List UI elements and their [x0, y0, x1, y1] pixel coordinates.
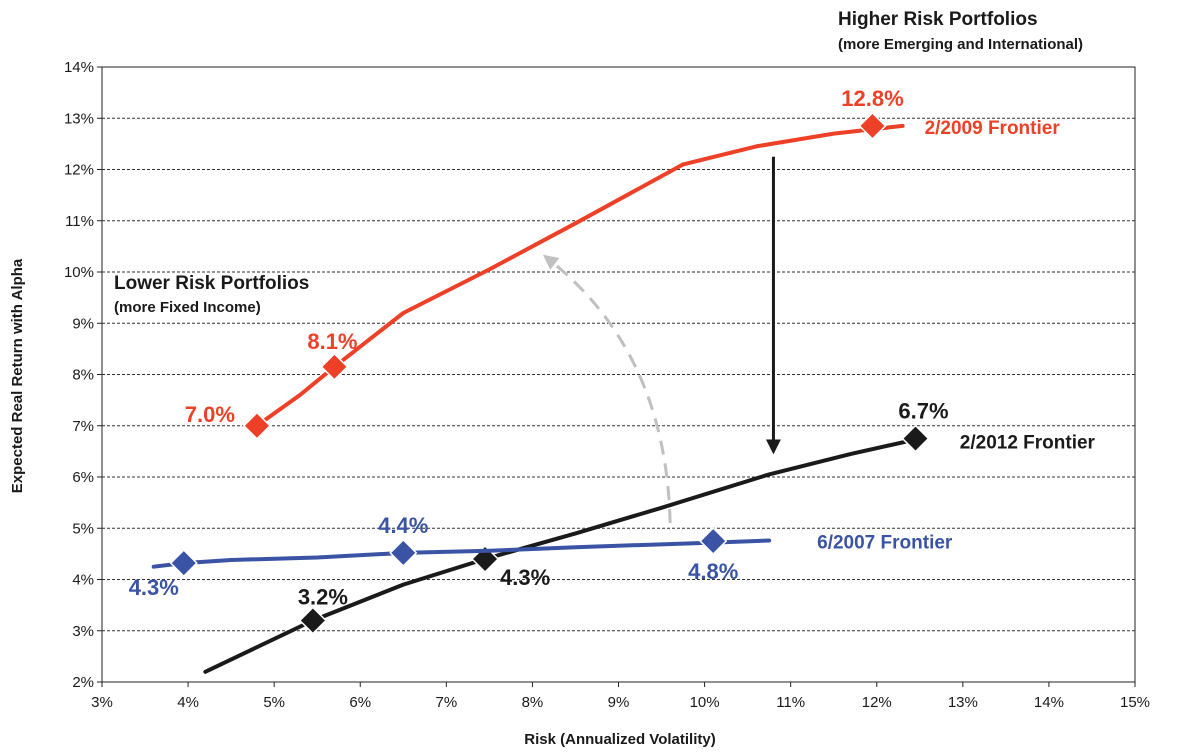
higher-risk-title: Higher Risk Portfolios — [838, 9, 1038, 30]
x-tick-label: 7% — [435, 694, 457, 711]
y-tick-label: 8% — [72, 367, 94, 384]
series-line — [151, 538, 772, 569]
y-tick-label: 5% — [72, 520, 94, 537]
y-axis-title: Expected Real Return with Alpha — [9, 258, 26, 493]
x-tick-label: 10% — [690, 694, 720, 711]
higher-risk-subtitle: (more Emerging and International) — [838, 36, 1083, 53]
y-tick-label: 6% — [72, 469, 94, 486]
series-line — [254, 123, 905, 428]
data-point-label: 4.4% — [378, 513, 428, 538]
y-tick-label: 2% — [72, 674, 94, 691]
x-tick-label: 11% — [776, 694, 805, 711]
x-tick-label: 15% — [1120, 694, 1150, 711]
x-axis-title: Risk (Annualized Volatility) — [524, 731, 715, 748]
series-group: 7.0% 8.1% 12.8% 2/2009 Frontier 3.2% 4.3% 6.7%… — [129, 86, 1096, 674]
series-name-label: 2/2012 Frontier — [960, 433, 1096, 454]
data-point-label: 8.1% — [307, 329, 357, 354]
dashed-shift-arrow — [542, 254, 672, 524]
data-point-label: 4.8% — [688, 559, 738, 584]
x-tick-label: 3% — [91, 694, 113, 711]
y-tick-label: 7% — [72, 418, 94, 435]
data-point-label: 4.3% — [500, 565, 550, 590]
x-tick-label: 14% — [1034, 694, 1064, 711]
series-line — [203, 436, 922, 674]
lower-risk-title: Lower Risk Portfolios — [114, 273, 309, 294]
frontier-2009: 7.0% 8.1% 12.8% 2/2009 Frontier — [185, 86, 1061, 440]
data-point-marker — [389, 538, 418, 567]
data-point-label: 6.7% — [898, 399, 948, 424]
x-tick-label: 6% — [349, 694, 371, 711]
x-axis-ticks: 3% 4% 5% 6% 7% 8% 9% 10% 11% 12% 13% 14% 15% — [91, 682, 1150, 711]
series-name-label: 2/2009 Frontier — [925, 118, 1061, 139]
x-tick-label: 9% — [608, 694, 630, 711]
y-tick-label: 11% — [65, 213, 94, 230]
y-axis-ticks: 2% 3% 4% 5% 6% 7% 8% 9% 10% 11% 12% 13% 14% — [64, 59, 102, 691]
data-point-marker — [858, 111, 887, 140]
x-tick-label: 13% — [948, 694, 978, 711]
y-tick-label: 12% — [64, 162, 94, 179]
data-point-marker — [242, 411, 272, 440]
arrows — [542, 156, 781, 524]
data-point-label: 12.8% — [841, 86, 903, 111]
x-tick-label: 12% — [862, 694, 892, 711]
data-point-label: 7.0% — [185, 402, 235, 427]
data-point-marker — [901, 424, 930, 453]
series-name-label: 6/2007 Frontier — [817, 533, 953, 554]
y-tick-label: 4% — [72, 572, 94, 589]
y-tick-label: 13% — [64, 110, 94, 127]
lower-risk-subtitle: (more Fixed Income) — [114, 299, 261, 316]
data-point-label: 4.3% — [129, 575, 179, 600]
x-tick-label: 4% — [177, 694, 199, 711]
data-point-marker — [699, 527, 728, 556]
y-tick-label: 14% — [64, 59, 94, 76]
grid-lines — [102, 117, 1135, 632]
data-point-marker — [298, 606, 327, 635]
y-tick-label: 3% — [72, 623, 94, 640]
x-tick-label: 8% — [522, 694, 544, 711]
data-point-marker — [320, 352, 349, 381]
data-point-marker — [169, 549, 198, 578]
y-tick-label: 10% — [64, 264, 94, 281]
data-point-label: 3.2% — [298, 585, 348, 610]
frontier-2007: 4.3% 4.4% 4.8% 6/2007 Frontier — [129, 513, 953, 600]
x-tick-label: 5% — [263, 694, 285, 711]
y-tick-label: 9% — [72, 315, 94, 332]
